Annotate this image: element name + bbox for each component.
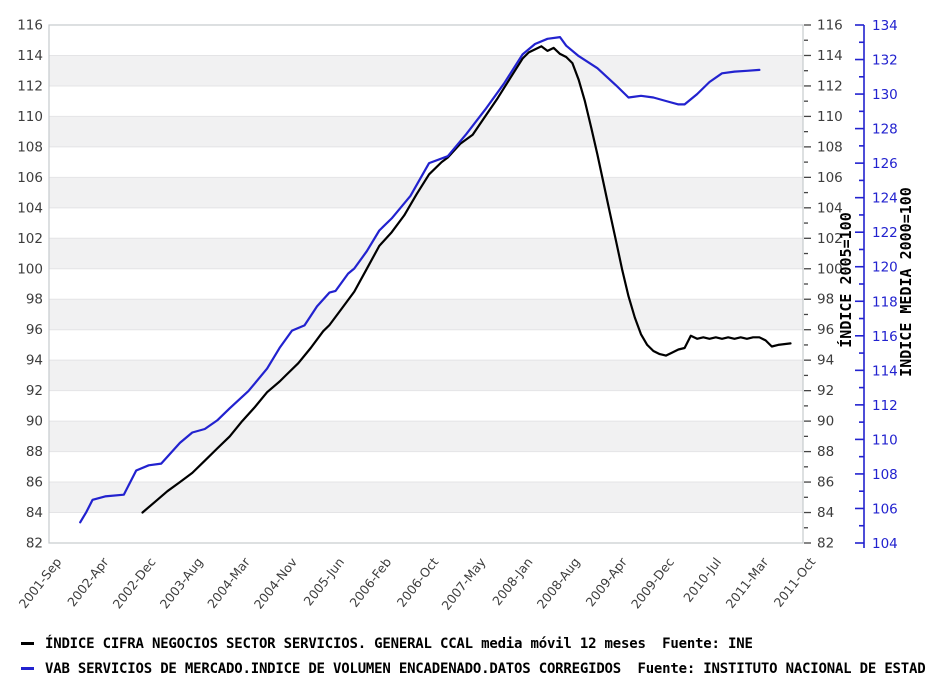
- svg-text:102: 102: [817, 231, 843, 247]
- series-line-blue: [79, 36, 761, 524]
- blue-axis: 134 132 130 128 126 124 122 120 118 116 114 112 110 1…: [855, 18, 898, 552]
- svg-text:106: 106: [817, 170, 843, 186]
- svg-text:118: 118: [872, 294, 898, 310]
- svg-text:2008-Jan: 2008-Jan: [489, 555, 535, 609]
- svg-text:124: 124: [872, 191, 898, 207]
- svg-text:82: 82: [26, 536, 43, 552]
- svg-text:2011-Mar: 2011-Mar: [723, 554, 772, 611]
- svg-text:84: 84: [817, 505, 834, 521]
- legend-item-label: VAB SERVICIOS DE MERCADO.INDICE DE VOLUM…: [45, 660, 926, 677]
- svg-text:108: 108: [817, 139, 843, 155]
- svg-text:108: 108: [17, 139, 43, 155]
- gridlines: [49, 54, 803, 514]
- svg-text:122: 122: [872, 225, 898, 241]
- legend-item-label: ÍNDICE CIFRA NEGOCIOS SECTOR SERVICIOS. …: [45, 635, 753, 652]
- svg-text:82: 82: [817, 536, 834, 552]
- svg-text:2008-Aug: 2008-Aug: [534, 555, 583, 612]
- svg-text:114: 114: [872, 363, 898, 379]
- svg-text:102: 102: [17, 231, 43, 247]
- x-axis-labels: 2001-Sep 2002-Apr2002-Dec2003-Aug2004-Mar…: [16, 554, 819, 613]
- svg-text:100: 100: [17, 261, 43, 277]
- secondary-right-axis-title: INDICE MEDIA 2000=100: [897, 187, 915, 377]
- svg-text:96: 96: [817, 322, 834, 338]
- left-axis-labels: 116 114 112 110 108 106 104 102 100 98 96 94 92 90 88 8…: [17, 18, 43, 552]
- svg-text:84: 84: [26, 505, 43, 521]
- svg-text:104: 104: [17, 200, 43, 216]
- plot-border: [48, 24, 804, 544]
- svg-text:120: 120: [872, 260, 898, 276]
- svg-text:106: 106: [17, 170, 43, 186]
- svg-text:110: 110: [817, 109, 843, 125]
- svg-text:116: 116: [17, 18, 43, 34]
- svg-text:110: 110: [17, 109, 43, 125]
- svg-text:2005-Jun: 2005-Jun: [300, 555, 347, 609]
- svg-text:90: 90: [26, 414, 43, 430]
- legend-item: VAB SERVICIOS DE MERCADO.INDICE DE VOLUM…: [0, 656, 948, 681]
- series-line-black: [141, 45, 792, 514]
- svg-text:104: 104: [817, 200, 843, 216]
- svg-text:2001-Sep: 2001-Sep: [16, 555, 65, 611]
- svg-text:2004-Nov: 2004-Nov: [251, 554, 301, 612]
- svg-text:2002-Dec: 2002-Dec: [110, 555, 159, 612]
- svg-text:100: 100: [817, 261, 843, 277]
- svg-text:106: 106: [872, 501, 898, 517]
- svg-text:94: 94: [817, 353, 834, 369]
- svg-text:2011-Oct: 2011-Oct: [771, 555, 819, 610]
- svg-text:2002-Apr: 2002-Apr: [64, 554, 112, 609]
- svg-text:112: 112: [872, 398, 898, 414]
- chart-canvas: 116 114 112 110 108 106 104 102 100 98 96 94 92 90 88 8…: [16, 18, 898, 613]
- svg-text:2006-Feb: 2006-Feb: [346, 555, 394, 610]
- chart-legend: ÍNDICE CIFRA NEGOCIOS SECTOR SERVICIOS. …: [0, 631, 948, 681]
- svg-text:92: 92: [817, 383, 834, 399]
- right-axis: 116 114 112 110 108 106 104 102 100 98 96 94 92 90 88 8…: [804, 18, 843, 552]
- svg-text:104: 104: [872, 536, 898, 552]
- svg-text:112: 112: [17, 78, 43, 94]
- svg-text:114: 114: [817, 48, 843, 64]
- black-line-marker: [21, 642, 34, 645]
- svg-text:134: 134: [872, 18, 898, 34]
- svg-text:112: 112: [817, 78, 843, 94]
- svg-text:94: 94: [26, 353, 43, 369]
- svg-text:88: 88: [817, 444, 834, 460]
- svg-text:92: 92: [26, 383, 43, 399]
- blue-line-marker: [21, 667, 34, 670]
- svg-text:126: 126: [872, 156, 898, 172]
- legend-item: ÍNDICE CIFRA NEGOCIOS SECTOR SERVICIOS. …: [0, 631, 948, 656]
- svg-text:86: 86: [26, 475, 43, 491]
- svg-text:2006-Oct: 2006-Oct: [394, 555, 442, 610]
- svg-text:86: 86: [817, 475, 834, 491]
- svg-text:2007-May: 2007-May: [438, 554, 488, 613]
- svg-text:2009-Apr: 2009-Apr: [583, 554, 631, 609]
- svg-text:88: 88: [26, 444, 43, 460]
- svg-text:2009-Dec: 2009-Dec: [628, 555, 677, 612]
- svg-text:128: 128: [872, 122, 898, 138]
- svg-text:116: 116: [872, 329, 898, 345]
- svg-text:90: 90: [817, 414, 834, 430]
- svg-text:2004-Mar: 2004-Mar: [204, 554, 253, 611]
- svg-text:98: 98: [817, 292, 834, 308]
- svg-text:130: 130: [872, 87, 898, 103]
- svg-text:116: 116: [817, 18, 843, 34]
- svg-text:2010-Jul: 2010-Jul: [680, 555, 724, 605]
- svg-text:114: 114: [17, 48, 43, 64]
- svg-text:108: 108: [872, 467, 898, 483]
- svg-text:132: 132: [872, 53, 898, 69]
- svg-text:110: 110: [872, 432, 898, 448]
- svg-text:98: 98: [26, 292, 43, 308]
- svg-text:96: 96: [26, 322, 43, 338]
- svg-text:2003-Aug: 2003-Aug: [157, 555, 206, 612]
- right-axis-title: ÍNDICE 2005=100: [837, 212, 855, 348]
- plot-stripes: [49, 55, 803, 513]
